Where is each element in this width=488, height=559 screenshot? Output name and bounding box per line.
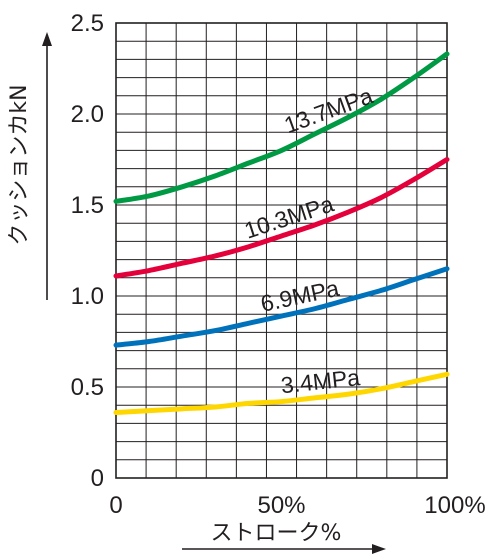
tick-labels: 0 50% 100% 0 0.5 1.0 1.5 2.0 2.5 [71,10,486,519]
y-tick-label: 0.5 [71,374,104,401]
y-axis-arrow-head [42,32,52,46]
y-axis-title: クッションカkN [7,84,32,245]
series-line-6-9mpa [113,266,450,348]
series-line-13-7mpa [113,51,450,204]
series-line-3-4mpa [113,371,450,415]
y-tick-label: 2.5 [71,10,104,37]
x-tick-label: 100% [424,492,485,519]
chart-grid [116,23,447,478]
x-axis-title: ストローク% [211,521,342,546]
y-tick-label: 1.0 [71,283,104,310]
plot-border [115,22,448,479]
x-axis-arrow-head [372,544,386,554]
y-axis-title-group: クッションカkN [7,32,52,300]
x-tick-label: 50% [257,492,305,519]
y-tick-label: 2.0 [71,101,104,128]
y-tick-label: 0 [91,465,104,492]
x-tick-label: 0 [109,492,122,519]
series-line-10-3mpa [113,157,450,279]
plot-area [115,22,448,479]
series-curves [113,51,450,415]
x-axis-title-group: ストローク% [182,521,386,554]
y-tick-label: 1.5 [71,192,104,219]
